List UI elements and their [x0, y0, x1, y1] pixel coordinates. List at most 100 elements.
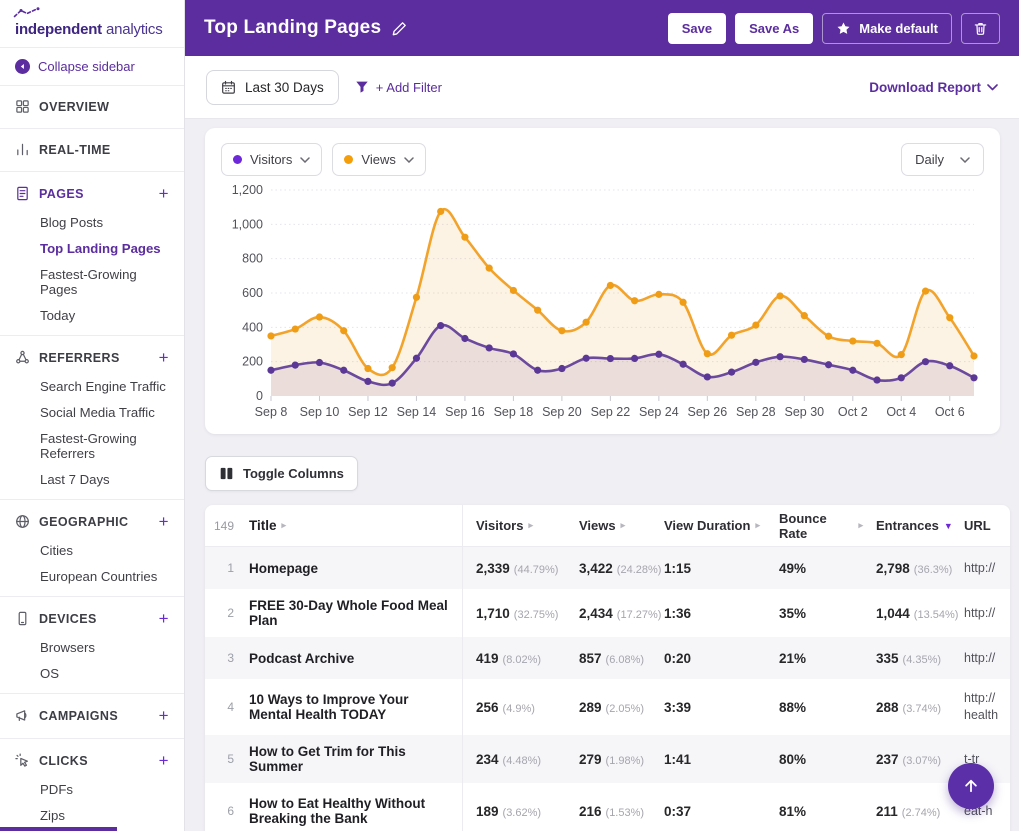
column-header-visitors[interactable]: Visitors ▸: [476, 518, 533, 533]
edit-title-icon[interactable]: [392, 21, 407, 36]
make-default-button[interactable]: Make default: [822, 12, 952, 44]
date-range-button[interactable]: Last 30 Days: [206, 69, 339, 105]
entrances-cell: 1,044 (13.54%): [876, 605, 959, 621]
sidebar-report-link[interactable]: Fastest-Growing Pages: [40, 267, 137, 297]
url-cell[interactable]: t-tr: [964, 751, 980, 766]
sidebar-item-campaigns[interactable]: CAMPAIGNS +: [0, 698, 184, 732]
interval-select[interactable]: Daily: [901, 143, 984, 176]
view-duration-cell: 0:20: [664, 650, 692, 666]
sidebar-item-clicks[interactable]: CLICKS +: [0, 743, 184, 777]
page-title-cell[interactable]: Homepage: [241, 547, 463, 589]
sidebar-report-link[interactable]: Social Media Traffic: [40, 405, 155, 420]
sidebar-report-link[interactable]: Last 7 Days: [40, 472, 110, 487]
url-cell[interactable]: http://: [964, 605, 996, 620]
sidebar-report-link[interactable]: Zips: [40, 808, 65, 823]
download-report-button[interactable]: Download Report: [869, 80, 998, 95]
sidebar-item-pages[interactable]: PAGES +: [0, 176, 184, 210]
sidebar-report-link[interactable]: Cities: [40, 543, 73, 558]
add-campaigns-report-button[interactable]: +: [158, 706, 169, 725]
visitors-cell: 419 (8.02%): [476, 650, 542, 666]
save-as-button[interactable]: Save As: [735, 12, 814, 44]
svg-text:0: 0: [256, 389, 263, 403]
toggle-columns-button[interactable]: Toggle Columns: [205, 456, 358, 491]
entrances-cell: 288 (3.74%): [876, 699, 942, 715]
table-row: 3 Podcast Archive 419 (8.02%) 857 (6.08%) 0:20…: [205, 637, 1010, 679]
visitors-series-dot: [233, 155, 242, 164]
column-header-views[interactable]: Views ▸: [579, 518, 626, 533]
visitors-cell: 234 (4.48%): [476, 751, 542, 767]
table-header-row: 149 Title ▸ Visitors ▸ Views ▸ View Duration ▸ Bo…: [205, 505, 1010, 547]
add-devices-report-button[interactable]: +: [158, 609, 169, 628]
save-button[interactable]: Save: [667, 12, 727, 44]
sidebar-section-campaigns: CAMPAIGNS +: [0, 694, 184, 739]
campaigns-icon: [15, 708, 30, 723]
sidebar-item-overview[interactable]: OVERVIEW: [0, 90, 184, 122]
url-cell[interactable]: http://: [964, 560, 996, 575]
sidebar-report-link[interactable]: European Countries: [40, 569, 158, 584]
url-cell[interactable]: http://: [964, 650, 996, 665]
entrances-cell: 237 (3.07%): [876, 751, 942, 767]
sidebar-report-link[interactable]: Search Engine Traffic: [40, 379, 166, 394]
sidebar-section-overview: OVERVIEW: [0, 86, 184, 129]
entrances-cell: 2,798 (36.3%): [876, 560, 953, 576]
series-visitors-dropdown[interactable]: Visitors: [221, 143, 323, 176]
sidebar-report-link[interactable]: PDFs: [40, 782, 73, 797]
scroll-to-top-button[interactable]: [948, 763, 994, 809]
geographic-icon: [15, 514, 30, 529]
collapse-sidebar-button[interactable]: Collapse sidebar: [0, 48, 184, 86]
sidebar-report-link[interactable]: OS: [40, 666, 60, 681]
sidebar-report-link[interactable]: Blog Posts: [40, 215, 104, 230]
header-actions: Save Save As Make default: [667, 12, 1000, 44]
column-header-entrances[interactable]: Entrances ▼: [876, 518, 953, 533]
sidebar-report-link[interactable]: Top Landing Pages: [40, 241, 161, 256]
column-header-bounce-rate[interactable]: Bounce Rate ▸: [779, 510, 863, 541]
clicks-report-list: PDFsZipsEmailsPhone numbers: [0, 777, 184, 831]
svg-text:Sep 16: Sep 16: [445, 405, 485, 419]
series-views-dropdown[interactable]: Views: [332, 143, 426, 176]
brand-name-light: analytics: [105, 21, 163, 38]
row-rank: 3: [227, 651, 234, 665]
page-title-cell[interactable]: Podcast Archive: [241, 637, 463, 679]
column-header-url[interactable]: URL: [964, 518, 991, 533]
referrers-icon: [15, 350, 30, 365]
traffic-chart-card: Visitors Views Daily 0 200 400 600 800 1,000 1…: [205, 128, 1000, 434]
add-geographic-report-button[interactable]: +: [158, 512, 169, 531]
sidebar-report-link[interactable]: Browsers: [40, 640, 95, 655]
column-header-title[interactable]: Title ▸: [241, 505, 463, 546]
views-cell: 3,422 (24.28%): [579, 560, 662, 576]
row-rank: 1: [227, 561, 234, 575]
section-label: GEOGRAPHIC: [39, 514, 129, 529]
column-header-view-duration[interactable]: View Duration ▸: [664, 518, 760, 533]
sidebar-item-geographic[interactable]: GEOGRAPHIC +: [0, 504, 184, 538]
page-title-cell[interactable]: 10 Ways to Improve Your Mental Health TO…: [241, 679, 463, 735]
bounce-rate-cell: 35%: [779, 605, 807, 621]
page-title-cell[interactable]: How to Get Trim for This Summer: [241, 735, 463, 783]
svg-text:Sep 30: Sep 30: [784, 405, 824, 419]
sidebar-item-devices[interactable]: DEVICES +: [0, 601, 184, 635]
views-series-dot: [344, 155, 354, 164]
sidebar-section-devices: DEVICES + Browsers OS: [0, 597, 184, 694]
svg-text:600: 600: [242, 286, 263, 300]
sidebar-report-link[interactable]: Fastest-Growing Referrers: [40, 431, 137, 461]
chevron-down-icon: [987, 83, 998, 90]
delete-report-button[interactable]: [961, 12, 1000, 44]
make-default-label: Make default: [859, 20, 938, 36]
views-cell: 279 (1.98%): [579, 751, 645, 767]
view-duration-cell: 0:37: [664, 803, 692, 819]
add-referrers-report-button[interactable]: +: [158, 348, 169, 367]
page-title-cell[interactable]: FREE 30-Day Whole Food Meal Plan: [241, 589, 463, 637]
add-clicks-report-button[interactable]: +: [158, 751, 169, 770]
add-pages-report-button[interactable]: +: [158, 184, 169, 203]
sidebar-item-real-time[interactable]: REAL-TIME: [0, 133, 184, 165]
chevron-down-icon: [300, 156, 311, 163]
section-label: PAGES: [39, 186, 84, 201]
brand-logo: independent analytics: [0, 0, 184, 48]
views-series-label: Views: [361, 152, 396, 167]
url-cell[interactable]: http:// health: [964, 691, 999, 722]
svg-text:Oct 2: Oct 2: [838, 405, 868, 419]
add-filter-button[interactable]: + Add Filter: [355, 80, 442, 95]
sidebar-report-link[interactable]: Today: [40, 308, 76, 323]
sidebar-item-referrers[interactable]: REFERRERS +: [0, 340, 184, 374]
collapse-sidebar-label: Collapse sidebar: [38, 59, 135, 74]
page-title-cell[interactable]: How to Eat Healthy Without Breaking the …: [241, 783, 463, 831]
